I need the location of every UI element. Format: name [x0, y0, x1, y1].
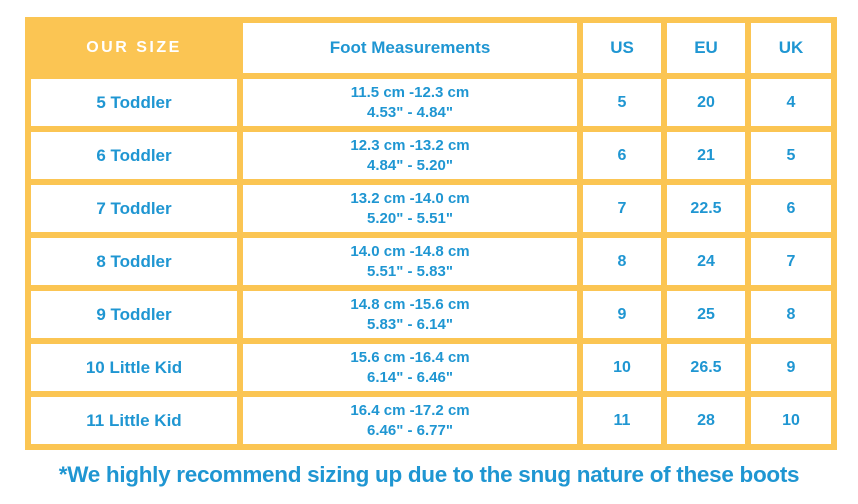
measurement-cm: 14.0 cm -14.8 cm — [350, 243, 470, 260]
table-cell-eu: 25 — [667, 291, 745, 338]
table-cell-us: 6 — [583, 132, 661, 179]
table-cell-uk: 7 — [751, 238, 831, 285]
column-header-foot-measurements: Foot Measurements — [243, 23, 577, 73]
table-cell-uk: 9 — [751, 344, 831, 391]
table-cell-size: 9 Toddler — [31, 291, 237, 338]
table-cell-size: 11 Little Kid — [31, 397, 237, 444]
measurement-inches: 5.83" - 6.14" — [367, 315, 453, 333]
table-cell-measurement: 14.0 cm -14.8 cm 5.51" - 5.83" — [243, 238, 577, 285]
table-cell-measurement: 13.2 cm -14.0 cm 5.20" - 5.51" — [243, 185, 577, 232]
table-cell-eu: 21 — [667, 132, 745, 179]
table-cell-uk: 5 — [751, 132, 831, 179]
table-cell-size: 5 Toddler — [31, 79, 237, 126]
table-cell-uk: 10 — [751, 397, 831, 444]
measurement-inches: 4.53" - 4.84" — [367, 103, 453, 121]
measurement-cm: 15.6 cm -16.4 cm — [350, 349, 470, 366]
table-cell-size: 10 Little Kid — [31, 344, 237, 391]
measurement-cm: 11.5 cm -12.3 cm — [350, 84, 470, 101]
measurement-inches: 6.46" - 6.77" — [367, 421, 453, 439]
table-cell-us: 8 — [583, 238, 661, 285]
table-cell-eu: 20 — [667, 79, 745, 126]
table-cell-uk: 6 — [751, 185, 831, 232]
table-cell-us: 7 — [583, 185, 661, 232]
table-cell-size: 6 Toddler — [31, 132, 237, 179]
table-cell-size: 7 Toddler — [31, 185, 237, 232]
column-header-uk: UK — [751, 23, 831, 73]
measurement-cm: 13.2 cm -14.0 cm — [350, 190, 470, 207]
measurement-inches: 4.84" - 5.20" — [367, 156, 453, 174]
table-cell-eu: 28 — [667, 397, 745, 444]
measurement-cm: 12.3 cm -13.2 cm — [350, 137, 470, 154]
column-header-us: US — [583, 23, 661, 73]
table-cell-measurement: 11.5 cm -12.3 cm 4.53" - 4.84" — [243, 79, 577, 126]
column-header-eu: EU — [667, 23, 745, 73]
measurement-cm: 16.4 cm -17.2 cm — [350, 402, 470, 419]
table-cell-us: 5 — [583, 79, 661, 126]
table-cell-measurement: 14.8 cm -15.6 cm 5.83" - 6.14" — [243, 291, 577, 338]
column-header-our-size: OUR SIZE — [31, 23, 237, 73]
table-cell-uk: 4 — [751, 79, 831, 126]
table-cell-us: 9 — [583, 291, 661, 338]
size-chart-table: OUR SIZE Foot Measurements US EU UK 5 To… — [25, 17, 837, 450]
table-cell-us: 10 — [583, 344, 661, 391]
table-cell-eu: 26.5 — [667, 344, 745, 391]
measurement-inches: 6.14" - 6.46" — [367, 368, 453, 386]
table-cell-size: 8 Toddler — [31, 238, 237, 285]
table-cell-measurement: 12.3 cm -13.2 cm 4.84" - 5.20" — [243, 132, 577, 179]
measurement-inches: 5.51" - 5.83" — [367, 262, 453, 280]
sizing-footnote: *We highly recommend sizing up due to th… — [58, 462, 800, 487]
table-cell-us: 11 — [583, 397, 661, 444]
measurement-cm: 14.8 cm -15.6 cm — [350, 296, 470, 313]
table-cell-measurement: 16.4 cm -17.2 cm 6.46" - 6.77" — [243, 397, 577, 444]
table-cell-measurement: 15.6 cm -16.4 cm 6.14" - 6.46" — [243, 344, 577, 391]
table-cell-eu: 22.5 — [667, 185, 745, 232]
measurement-inches: 5.20" - 5.51" — [367, 209, 453, 227]
table-cell-eu: 24 — [667, 238, 745, 285]
table-cell-uk: 8 — [751, 291, 831, 338]
